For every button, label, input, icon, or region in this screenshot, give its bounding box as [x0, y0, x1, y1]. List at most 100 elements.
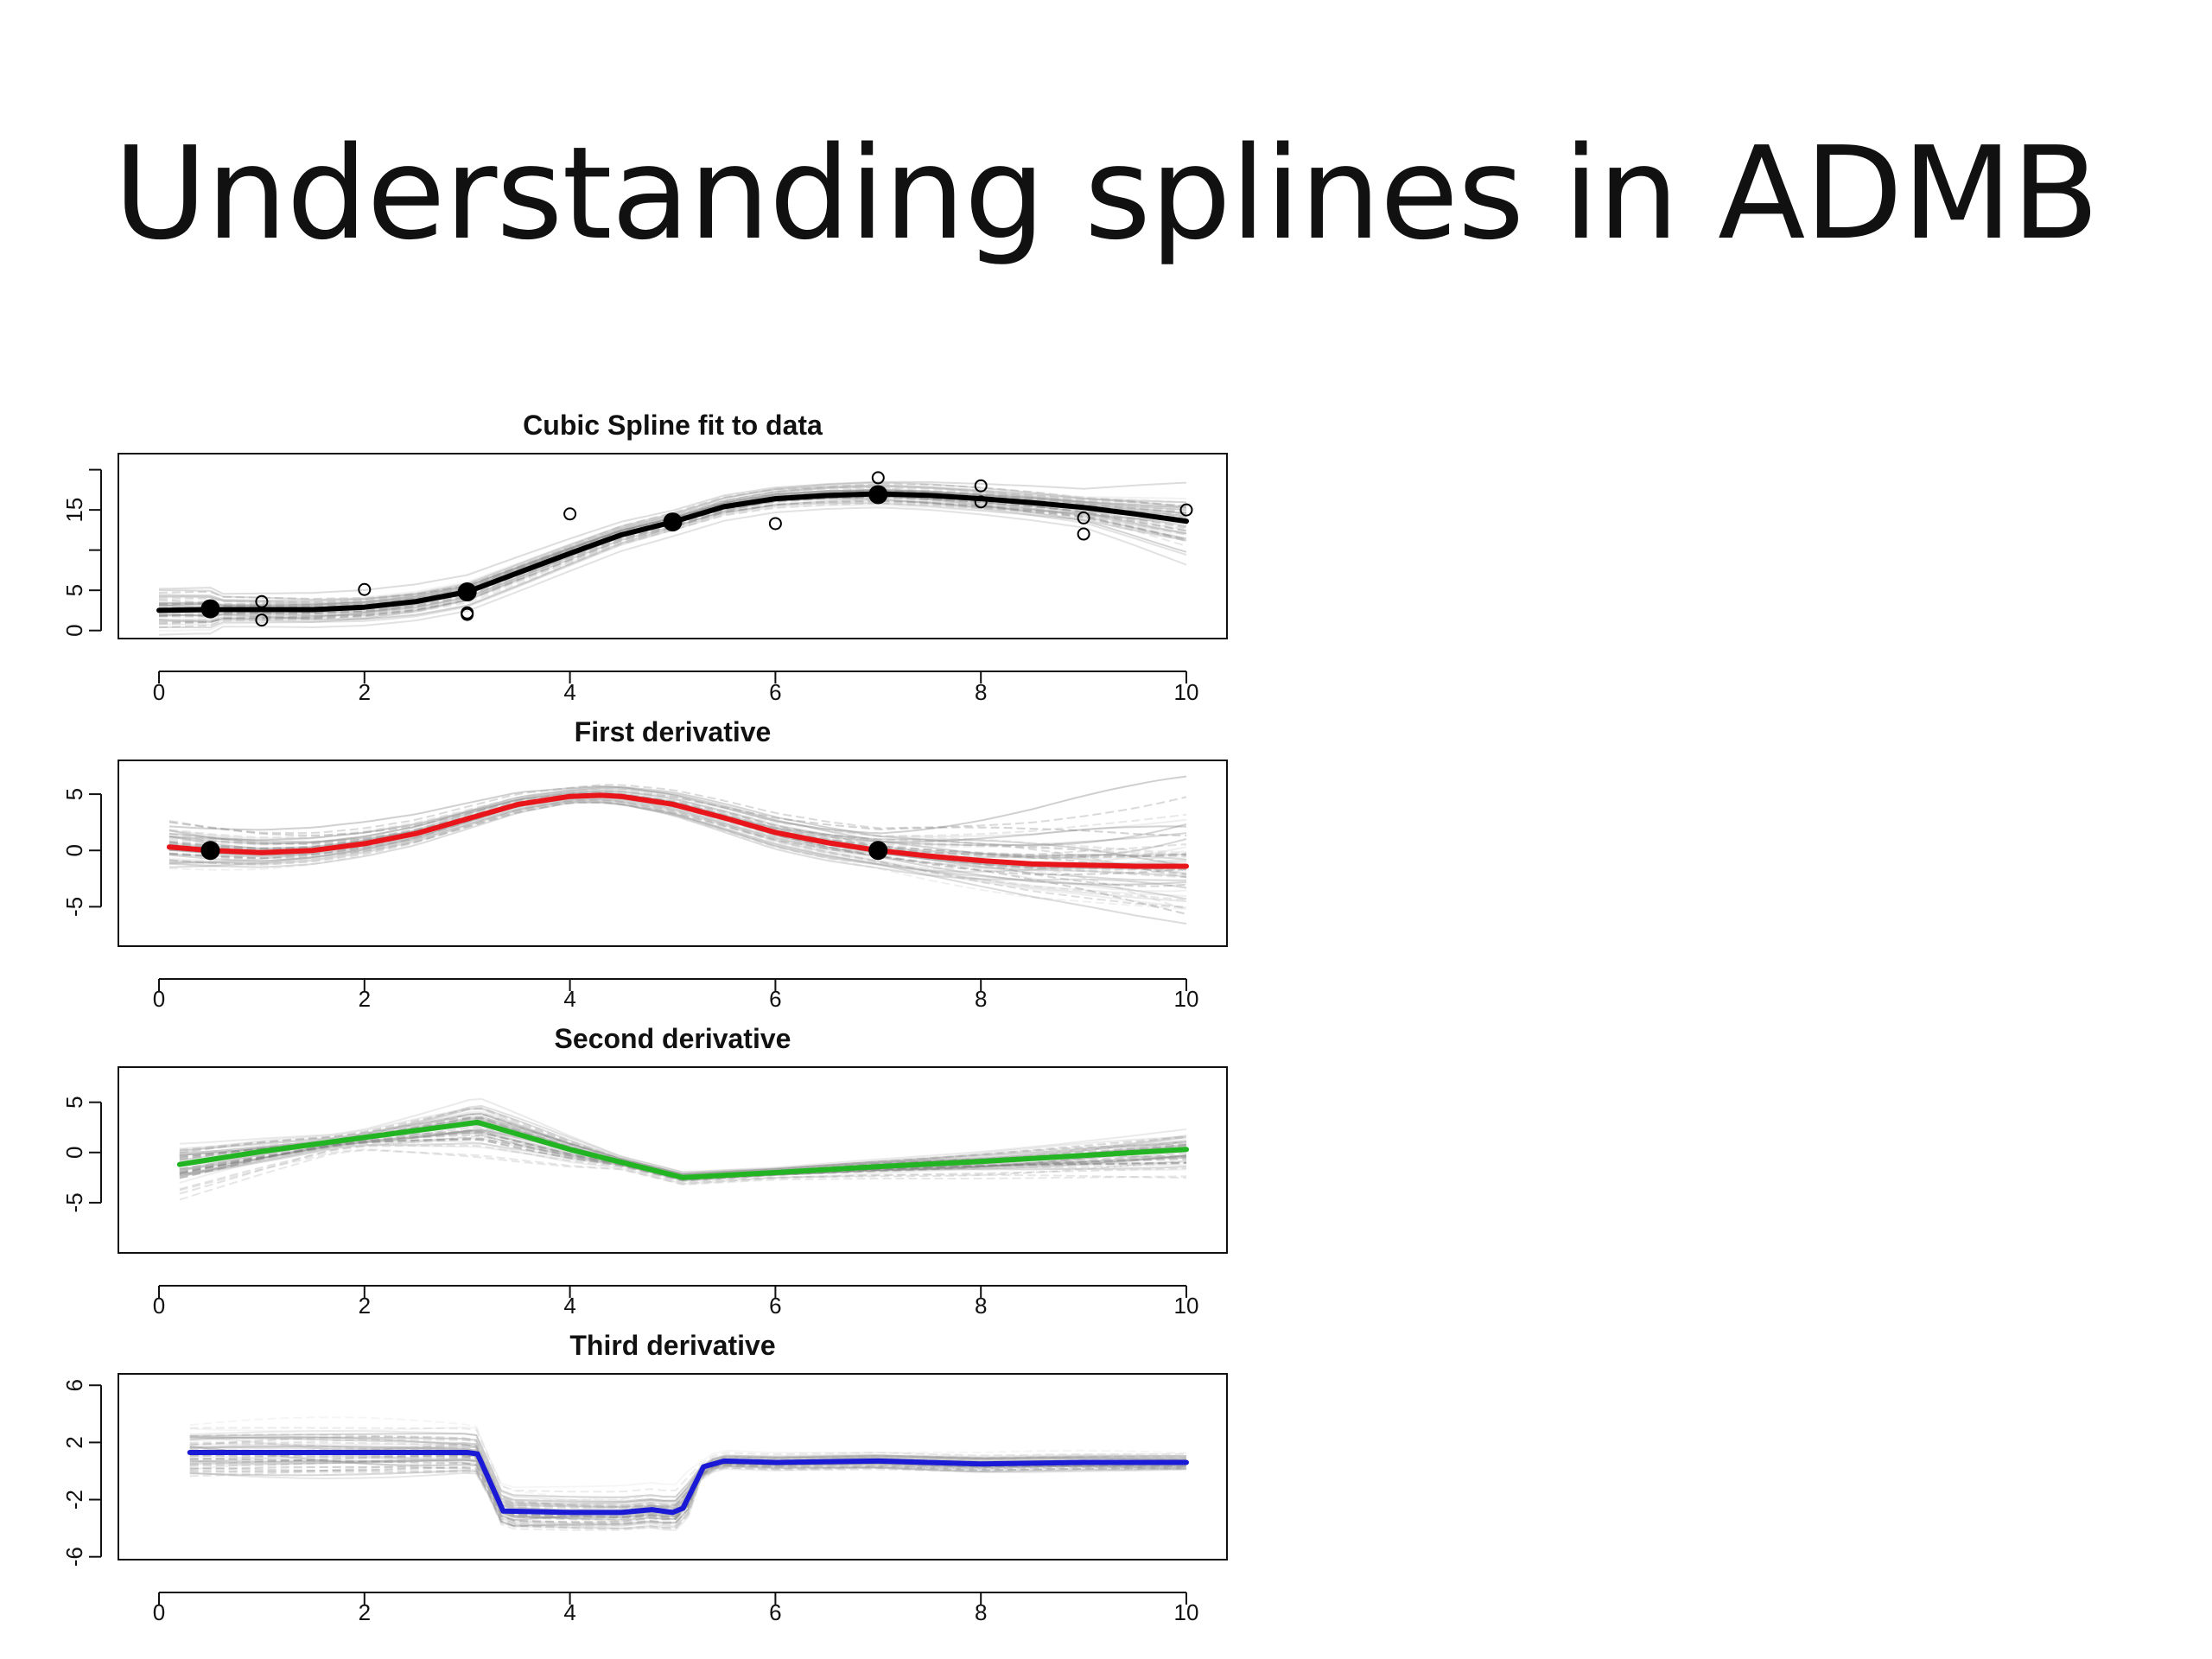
ensemble-line [168, 791, 1187, 855]
plot-frame [118, 760, 1228, 947]
ensemble-line [168, 798, 1187, 888]
ensemble-line [168, 799, 1187, 901]
main-series-line [176, 1119, 1189, 1180]
x-tick-label: 4 [563, 679, 575, 705]
x-tick-label: 4 [563, 1599, 575, 1625]
ensemble-line [168, 792, 1187, 856]
ensemble-line [168, 796, 1187, 879]
chart-panel-1: Cubic Spline fit to data 0 2 4 6 8 10 0 5 15 [61, 410, 1228, 705]
x-axis: 0 2 4 6 8 10 [153, 1592, 1198, 1625]
ensemble-line [189, 1457, 1187, 1532]
ensemble-line [168, 802, 1187, 925]
x-axis: 0 2 4 6 8 10 [153, 978, 1199, 1012]
y-tick-label: 5 [61, 584, 87, 596]
knot-point [663, 512, 683, 532]
ensemble-line [189, 1466, 1186, 1531]
ensemble-line [168, 790, 1187, 837]
x-tick-label: 6 [769, 1599, 781, 1625]
x-tick-label: 10 [1174, 986, 1199, 1012]
x-tick-label: 6 [769, 1293, 781, 1319]
ensemble-line [189, 1465, 1187, 1527]
ensemble-line [189, 1454, 1186, 1520]
ensemble-line [189, 1465, 1186, 1528]
ensemble-line [168, 788, 1187, 840]
ensemble-line [168, 787, 1187, 839]
x-axis: 0 2 4 6 8 10 [153, 1285, 1198, 1319]
ensemble-line [168, 775, 1187, 835]
x-tick-label: 6 [769, 679, 781, 705]
ensemble-line [168, 800, 1187, 889]
ensemble-line [168, 798, 1187, 903]
ensemble-line [168, 790, 1187, 847]
ensemble-line [179, 1113, 1187, 1176]
x-tick-label: 2 [359, 679, 371, 705]
ensemble-line [179, 1138, 1187, 1181]
chart-title: Third derivative [569, 1330, 775, 1361]
chart-panel-2: First derivative 0 2 4 6 8 10 5 0 -5 [61, 716, 1228, 1012]
ensemble-line [168, 800, 1187, 909]
y-tick-label: 2 [61, 1436, 87, 1448]
y-tick-label: 15 [61, 498, 87, 523]
ensemble-line [179, 1097, 1187, 1173]
y-tick-label: 0 [61, 844, 87, 856]
ensemble-line [189, 1433, 1186, 1498]
ensemble-line [189, 1463, 1187, 1528]
ensemble-line [189, 1436, 1187, 1503]
ensemble-line [179, 1149, 1187, 1201]
ensemble-line [189, 1416, 1187, 1502]
ensemble-line [168, 791, 1187, 854]
ensemble-line [189, 1430, 1187, 1503]
y-tick-label: 0 [61, 624, 87, 636]
knot-point [200, 599, 220, 619]
x-tick-label: 8 [975, 986, 987, 1012]
knot-point [868, 485, 888, 505]
ensemble-line [189, 1433, 1187, 1507]
y-axis: 5 0 -5 [61, 1096, 102, 1212]
y-tick-label: -5 [61, 1192, 87, 1212]
ensemble-line [158, 490, 1187, 617]
data-point [358, 582, 372, 596]
y-tick-label: -5 [61, 897, 87, 917]
y-tick-label: 5 [61, 788, 87, 800]
ensemble-line [168, 792, 1187, 856]
ensemble-line [179, 1144, 1187, 1191]
ensemble-line [189, 1436, 1187, 1502]
x-tick-label: 0 [153, 1293, 165, 1319]
ensemble-line [168, 793, 1187, 857]
ensemble-line [158, 489, 1187, 606]
ensemble-line [168, 793, 1187, 887]
chart-panel-3: Second derivative 0 2 4 6 8 10 5 0 -5 [61, 1023, 1228, 1319]
ensemble-line [168, 794, 1187, 876]
ensemble-line [189, 1457, 1187, 1518]
ensemble-line [159, 494, 1187, 617]
y-tick-label: -6 [61, 1547, 87, 1567]
chart-title: Second derivative [555, 1023, 791, 1054]
ensemble-line [168, 796, 1187, 861]
x-tick-label: 8 [975, 679, 987, 705]
ensemble-line [189, 1443, 1186, 1506]
y-tick-label: 0 [61, 1147, 87, 1159]
x-tick-label: 0 [153, 1599, 165, 1625]
data-point [563, 507, 577, 521]
knot-point [868, 841, 888, 861]
y-axis: 0 5 15 [61, 468, 102, 637]
x-tick-label: 0 [153, 679, 165, 705]
ensemble-line [168, 796, 1186, 886]
x-axis: 0 2 4 6 8 10 [153, 671, 1198, 705]
ensemble-line [168, 798, 1187, 908]
ensemble-line [168, 801, 1187, 915]
ensemble-line [189, 1427, 1186, 1493]
ensemble-line [158, 496, 1187, 618]
ensemble-line [179, 1140, 1187, 1185]
ensemble-line [189, 1426, 1187, 1489]
x-tick-label: 4 [563, 986, 575, 1012]
data-point [255, 594, 269, 608]
ensemble-line [179, 1104, 1187, 1173]
data-point [871, 471, 885, 485]
x-tick-label: 4 [563, 1293, 575, 1319]
data-point [974, 495, 988, 509]
ensemble-line [158, 500, 1187, 626]
data-point [461, 606, 474, 620]
ensemble-line [168, 791, 1187, 843]
